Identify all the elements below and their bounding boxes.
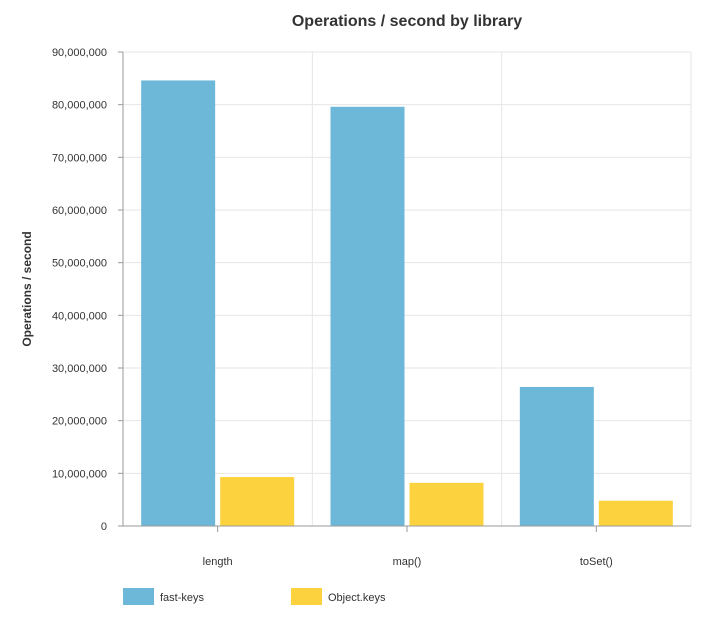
x-tick-label-2: toSet(): [580, 556, 613, 568]
bar-fast-keys-1: [330, 106, 405, 527]
y-tick-label-6: 60,000,000: [52, 205, 107, 217]
bar-fast-keys-2: [519, 386, 594, 526]
y-axis-label: Operations / second: [20, 231, 34, 346]
y-tick-label-0: 0: [101, 521, 107, 533]
y-tick-label-2: 20,000,000: [52, 416, 107, 428]
bar-object-keys-2: [598, 500, 673, 526]
bar-object-keys-1: [409, 482, 484, 526]
bars: [141, 80, 673, 527]
y-tick-label-3: 30,000,000: [52, 363, 107, 375]
x-tick-label-1: map(): [393, 556, 422, 568]
legend-label-0: fast-keys: [160, 592, 205, 604]
y-tick-label-1: 10,000,000: [52, 468, 107, 480]
y-tick-label-8: 80,000,000: [52, 100, 107, 112]
chart-title: Operations / second by library: [292, 13, 522, 30]
legend-swatch-1: [291, 588, 322, 605]
y-tick-label-5: 50,000,000: [52, 258, 107, 270]
y-tick-label-7: 70,000,000: [52, 152, 107, 164]
legend: fast-keys Object.keys: [123, 588, 386, 605]
legend-label-1: Object.keys: [328, 592, 386, 604]
y-ticks: 0 10,000,000 20,000,000 30,000,000 40,000,00…: [52, 47, 123, 533]
x-ticks: length map() toSet(): [203, 526, 613, 568]
x-tick-label-0: length: [203, 556, 233, 568]
legend-swatch-0: [123, 588, 154, 605]
gridlines: [123, 51, 692, 527]
y-tick-label-4: 40,000,000: [52, 310, 107, 322]
y-tick-label-9: 90,000,000: [52, 47, 107, 59]
bar-fast-keys-0: [141, 80, 216, 526]
bar-object-keys-0: [220, 477, 295, 526]
